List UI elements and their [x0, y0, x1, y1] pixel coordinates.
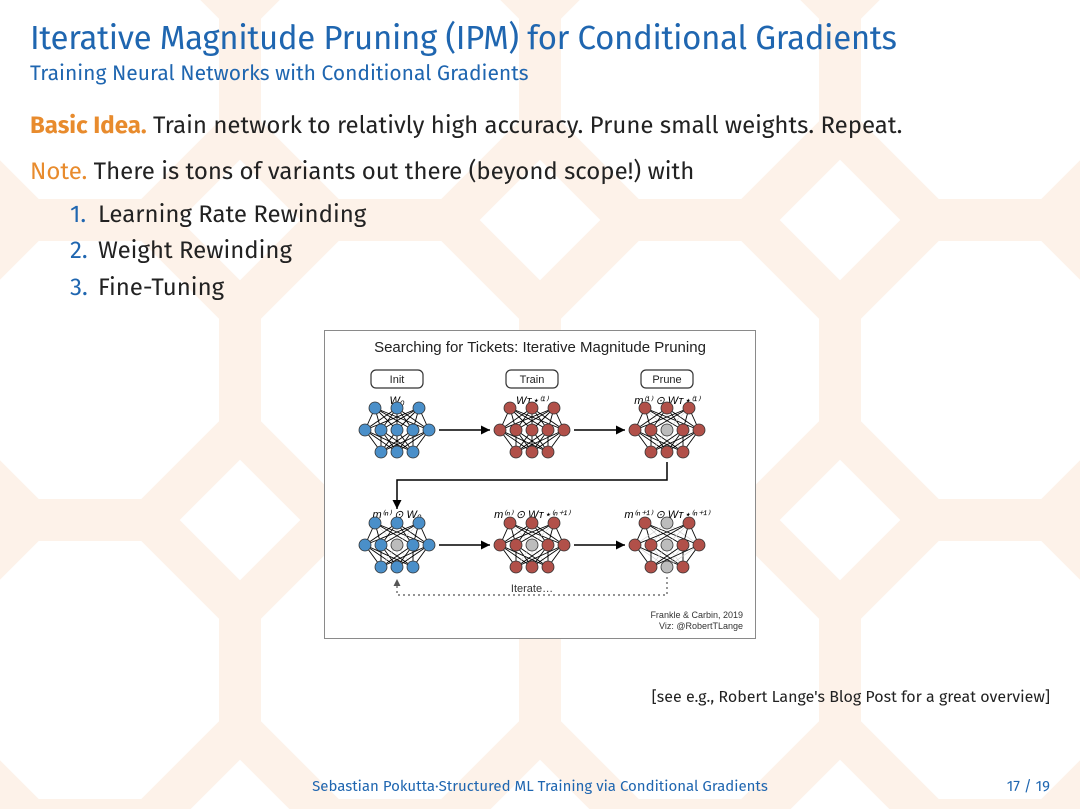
basic-idea-text: Train network to relativly high accuracy… — [147, 112, 903, 140]
note-label: Note. — [30, 158, 87, 186]
basic-idea-label: Basic Idea. — [30, 112, 147, 140]
variants-list: Learning Rate Rewinding Weight Rewinding… — [70, 199, 1050, 304]
figure-box: Searching for Tickets: Iterative Magnitu… — [324, 330, 756, 639]
figure-credit: Frankle & Carbin, 2019 Viz: @RobertTLang… — [337, 610, 743, 632]
figure-title: Searching for Tickets: Iterative Magnitu… — [337, 339, 743, 356]
svg-text:Prune: Prune — [652, 374, 681, 386]
svg-text:Init: Init — [390, 374, 405, 386]
page-total: 19 — [1036, 777, 1050, 795]
svg-text:Iterate…: Iterate… — [511, 583, 553, 595]
credit-line: Viz: @RobertTLange — [337, 621, 743, 632]
page-current: 17 — [1007, 777, 1020, 795]
list-item: Weight Rewinding — [70, 235, 1050, 267]
list-item: Fine-Tuning — [70, 272, 1050, 304]
footer: Sebastian Pokutta · Structured ML Traini… — [0, 777, 1080, 795]
note-line: Note. There is tons of variants out ther… — [30, 156, 1050, 188]
page-sep: / — [1020, 777, 1036, 795]
citation-text: [see e.g., Robert Lange's Blog Post for … — [652, 688, 1050, 707]
footer-author: Sebastian Pokutta — [312, 777, 435, 795]
credit-line: Frankle & Carbin, 2019 — [337, 610, 743, 621]
page-number: 17 / 19 — [1007, 777, 1050, 795]
note-text: There is tons of variants out there (bey… — [87, 158, 694, 186]
figure-svg: InitTrainPruneW₀Wᴛ⋆⁽¹⁾m⁽¹⁾ ⊙ Wᴛ⋆⁽¹⁾m⁽ⁿ⁾ … — [337, 360, 745, 612]
slide-title: Iterative Magnitude Pruning (IPM) for Co… — [30, 18, 1050, 58]
list-item: Learning Rate Rewinding — [70, 199, 1050, 231]
basic-idea-line: Basic Idea. Train network to relativly h… — [30, 110, 1050, 142]
slide-subtitle: Training Neural Networks with Conditiona… — [30, 60, 1050, 86]
svg-text:Train: Train — [520, 374, 545, 386]
footer-talk: Structured ML Training via Conditional G… — [439, 777, 768, 795]
